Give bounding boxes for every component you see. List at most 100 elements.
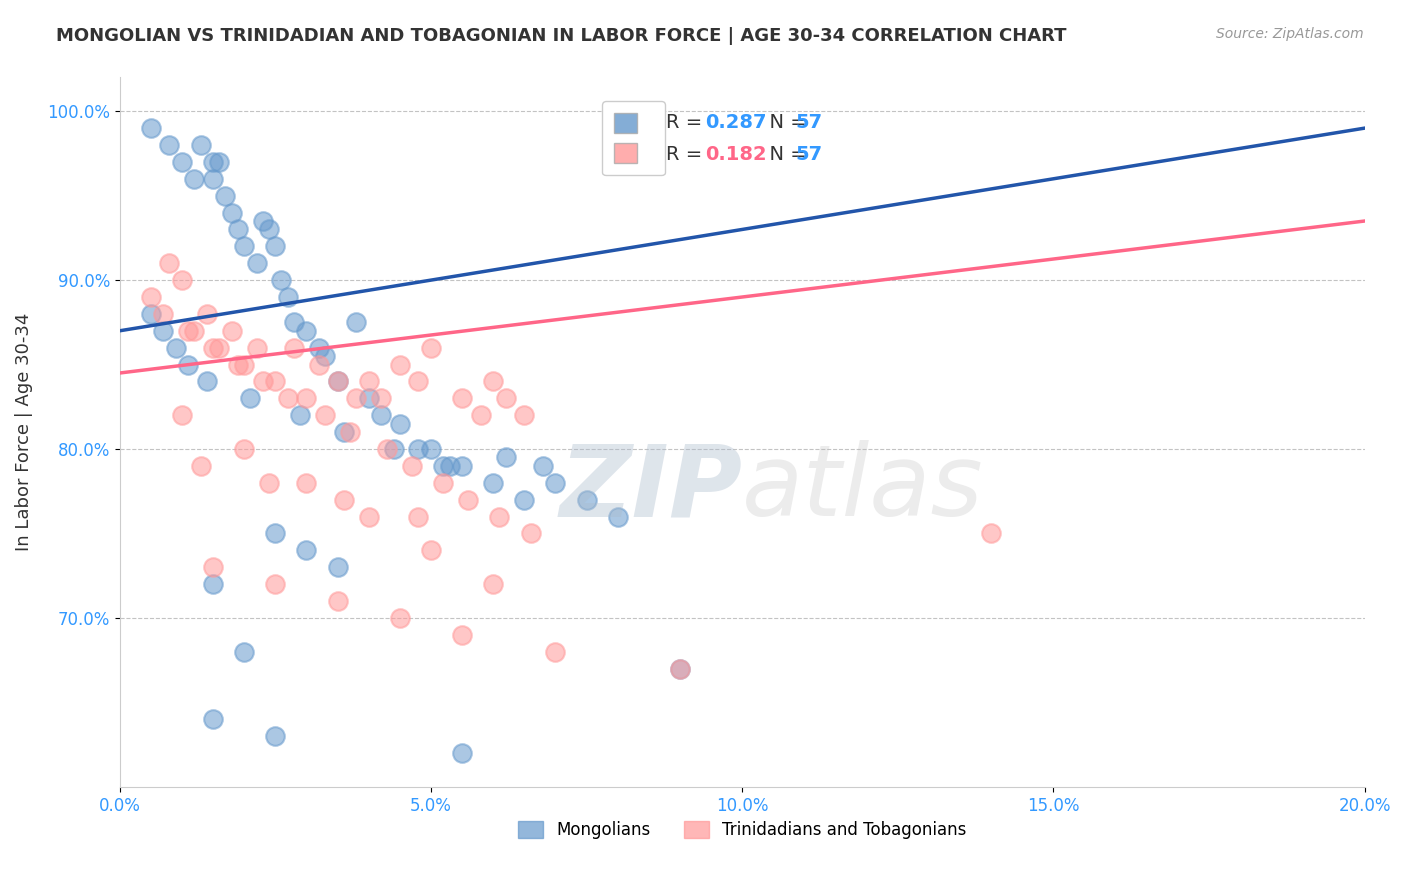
Text: 0.182: 0.182 bbox=[706, 145, 766, 164]
Point bbox=[408, 375, 430, 389]
Point bbox=[401, 458, 423, 473]
Point bbox=[283, 315, 305, 329]
Text: N =: N = bbox=[758, 145, 813, 164]
Point bbox=[295, 324, 318, 338]
Point bbox=[451, 746, 474, 760]
Point bbox=[495, 392, 517, 406]
Point bbox=[669, 662, 692, 676]
Point bbox=[482, 577, 505, 591]
Point bbox=[419, 543, 441, 558]
Point bbox=[375, 442, 398, 456]
Point bbox=[451, 628, 474, 642]
Point bbox=[669, 662, 692, 676]
Point bbox=[201, 154, 224, 169]
Point bbox=[408, 509, 430, 524]
Text: R =: R = bbox=[666, 145, 709, 164]
Point bbox=[195, 375, 218, 389]
Point bbox=[531, 458, 554, 473]
Point bbox=[264, 526, 287, 541]
Point bbox=[283, 341, 305, 355]
Point bbox=[470, 409, 492, 423]
Point bbox=[201, 577, 224, 591]
Point bbox=[544, 475, 567, 490]
Y-axis label: In Labor Force | Age 30-34: In Labor Force | Age 30-34 bbox=[15, 313, 32, 551]
Point bbox=[314, 409, 336, 423]
Point bbox=[288, 409, 311, 423]
Text: Source: ZipAtlas.com: Source: ZipAtlas.com bbox=[1216, 27, 1364, 41]
Point bbox=[295, 392, 318, 406]
Point bbox=[482, 375, 505, 389]
Point bbox=[233, 645, 256, 659]
Point bbox=[177, 358, 200, 372]
Point bbox=[432, 458, 454, 473]
Point bbox=[339, 425, 361, 439]
Text: N =: N = bbox=[758, 112, 813, 132]
Point bbox=[513, 492, 536, 507]
Point bbox=[295, 475, 318, 490]
Point bbox=[388, 358, 411, 372]
Point bbox=[177, 324, 200, 338]
Text: ZIP: ZIP bbox=[560, 441, 742, 537]
Point bbox=[165, 341, 187, 355]
Point bbox=[195, 307, 218, 321]
Point bbox=[980, 526, 1002, 541]
Point bbox=[170, 273, 193, 287]
Point bbox=[408, 442, 430, 456]
Point bbox=[264, 375, 287, 389]
Legend: Mongolians, Trinidadians and Tobagonians: Mongolians, Trinidadians and Tobagonians bbox=[508, 812, 977, 849]
Point bbox=[326, 375, 349, 389]
Point bbox=[208, 154, 231, 169]
Point bbox=[344, 315, 367, 329]
Point bbox=[170, 409, 193, 423]
Text: 57: 57 bbox=[796, 145, 823, 164]
Point bbox=[357, 375, 380, 389]
Point bbox=[519, 526, 541, 541]
Point bbox=[264, 577, 287, 591]
Point bbox=[157, 256, 180, 270]
Point bbox=[344, 392, 367, 406]
Point bbox=[252, 375, 274, 389]
Point bbox=[488, 509, 510, 524]
Point bbox=[451, 392, 474, 406]
Point bbox=[201, 171, 224, 186]
Point bbox=[245, 256, 267, 270]
Point bbox=[233, 358, 256, 372]
Point bbox=[277, 290, 299, 304]
Point bbox=[190, 138, 212, 153]
Point bbox=[139, 121, 162, 136]
Point bbox=[183, 171, 205, 186]
Point bbox=[233, 442, 256, 456]
Point bbox=[544, 645, 567, 659]
Point bbox=[152, 324, 174, 338]
Point bbox=[233, 239, 256, 253]
Point bbox=[183, 324, 205, 338]
Point bbox=[139, 307, 162, 321]
Point bbox=[157, 138, 180, 153]
Point bbox=[575, 492, 598, 507]
Point bbox=[457, 492, 479, 507]
Point bbox=[264, 729, 287, 743]
Point bbox=[252, 214, 274, 228]
Point bbox=[221, 205, 243, 219]
Point bbox=[308, 341, 330, 355]
Text: atlas: atlas bbox=[742, 441, 984, 537]
Point bbox=[495, 450, 517, 465]
Text: 0.287: 0.287 bbox=[706, 112, 766, 132]
Point bbox=[388, 611, 411, 625]
Point bbox=[308, 358, 330, 372]
Point bbox=[326, 560, 349, 574]
Point bbox=[606, 509, 628, 524]
Point bbox=[201, 712, 224, 726]
Point bbox=[326, 594, 349, 608]
Point bbox=[432, 475, 454, 490]
Point bbox=[257, 222, 280, 236]
Point bbox=[208, 341, 231, 355]
Point bbox=[419, 442, 441, 456]
Point bbox=[295, 543, 318, 558]
Point bbox=[382, 442, 405, 456]
Point bbox=[190, 458, 212, 473]
Point bbox=[451, 458, 474, 473]
Point bbox=[221, 324, 243, 338]
Point bbox=[214, 188, 236, 202]
Point bbox=[370, 392, 392, 406]
